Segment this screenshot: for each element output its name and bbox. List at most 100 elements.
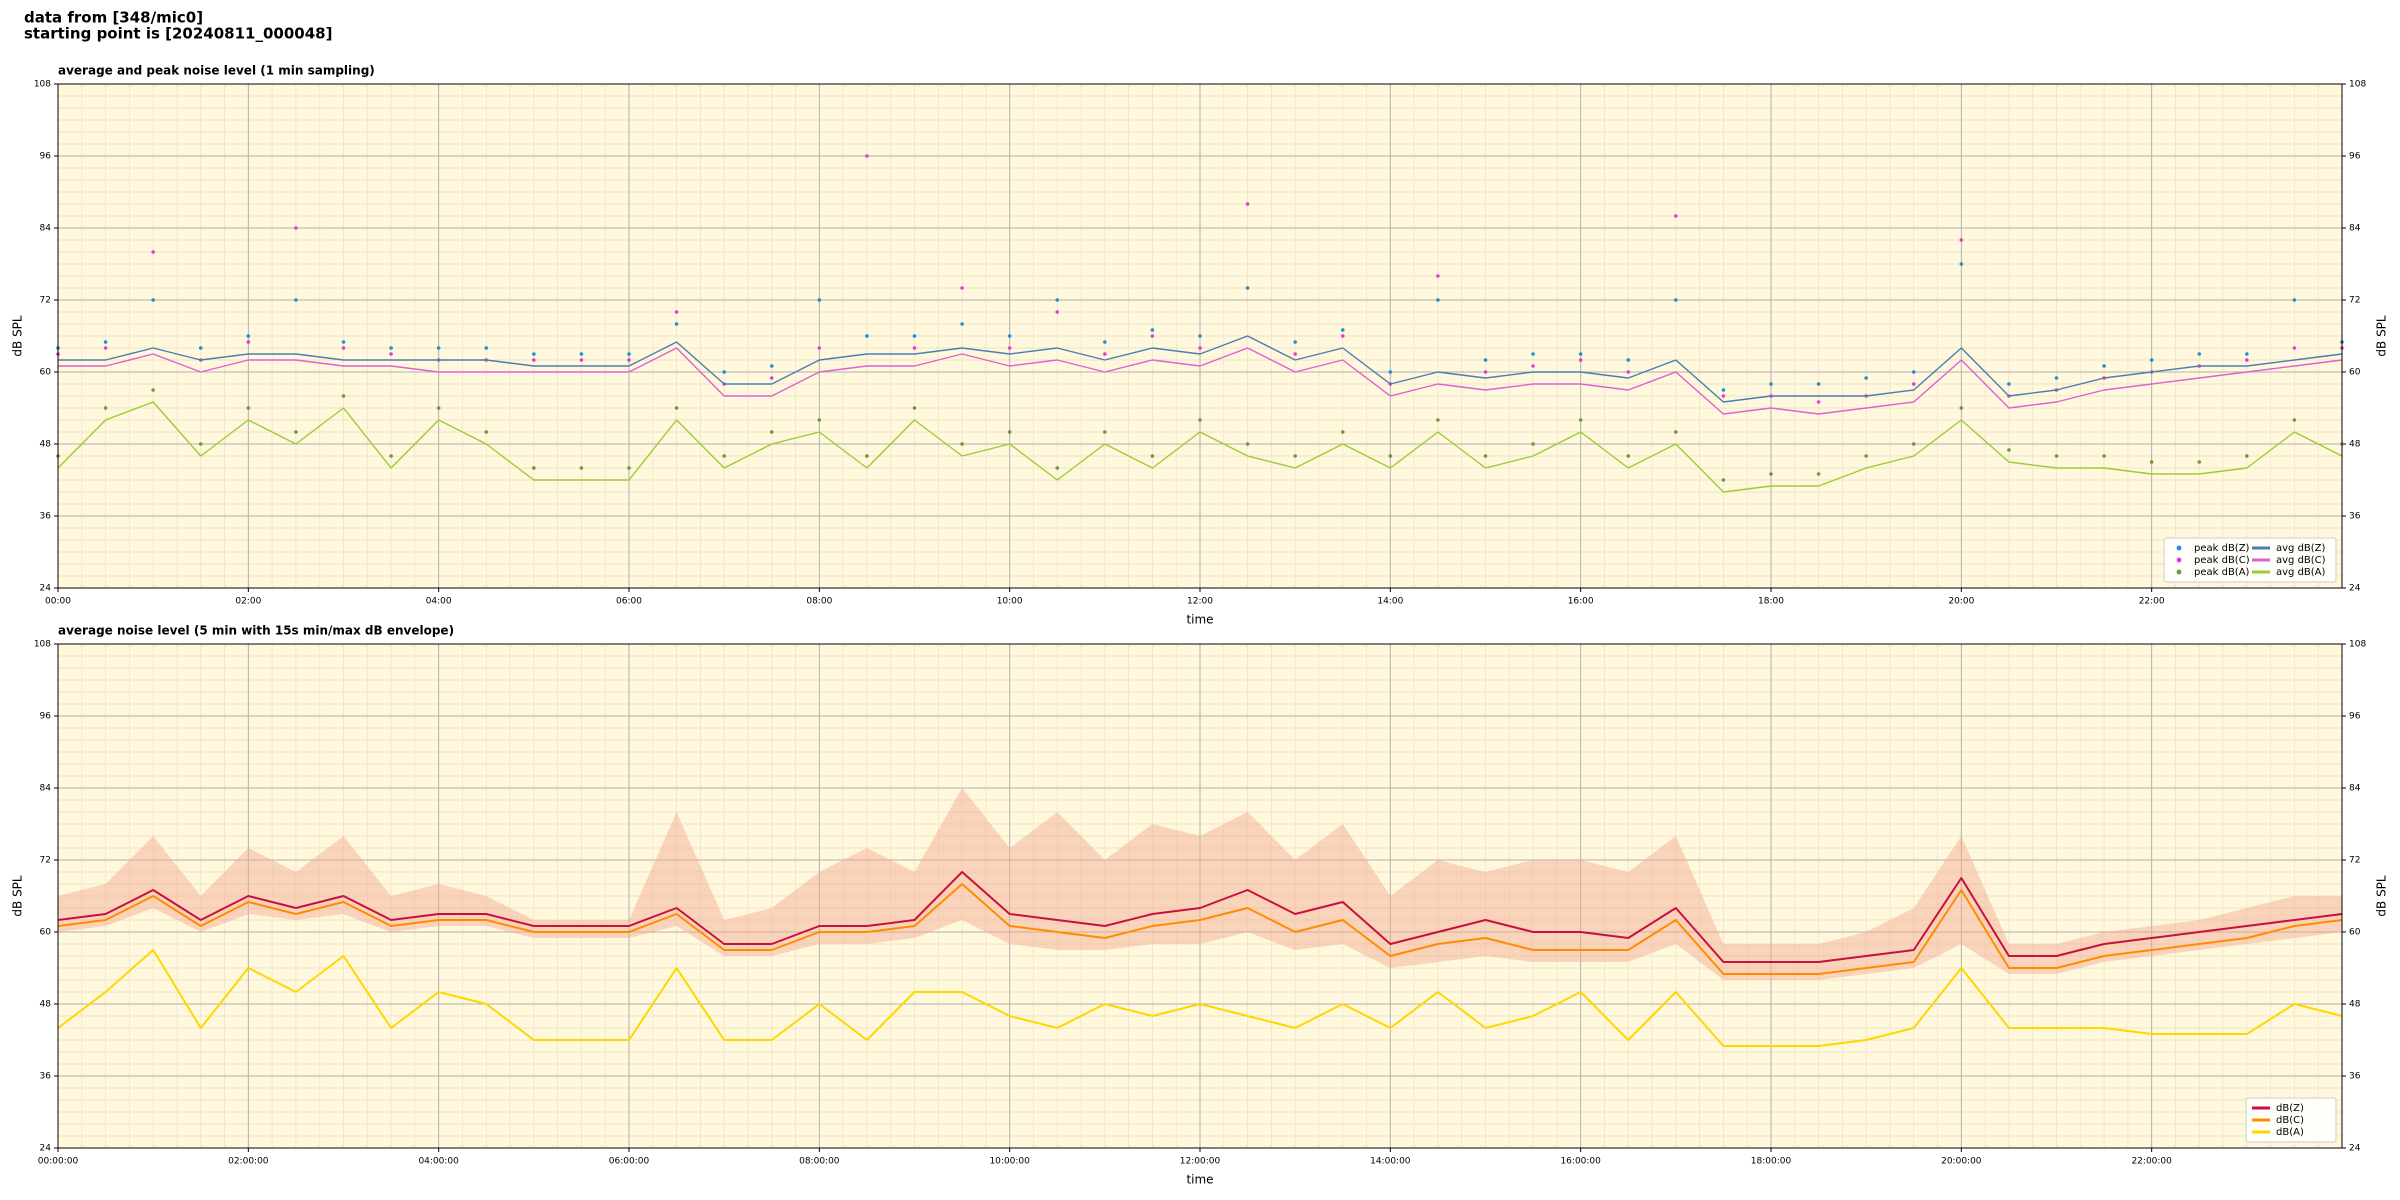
peak-point xyxy=(294,298,298,302)
peak-point xyxy=(2007,448,2011,452)
legend: dB(Z)dB(C)dB(A) xyxy=(2245,1097,2337,1143)
legend-label: dB(Z) xyxy=(2276,1103,2304,1114)
peak-point xyxy=(1769,472,1773,476)
peak-point xyxy=(2245,352,2249,356)
peak-point xyxy=(2054,376,2059,380)
peak-point xyxy=(1436,274,1440,278)
x-tick-label: 10:00:00 xyxy=(989,1157,1030,1167)
peak-point xyxy=(1959,262,1964,266)
peak-point xyxy=(1103,352,1107,356)
y-tick-label: 96 xyxy=(40,152,52,162)
y-tick-label: 48 xyxy=(40,1000,52,1010)
y-tick-label: 84 xyxy=(2349,224,2361,234)
legend-label: peak dB(A) xyxy=(2194,567,2250,578)
peak-point xyxy=(1388,370,1393,374)
x-tick-label: 22:00 xyxy=(2139,597,2165,607)
peak-point xyxy=(1007,430,1012,434)
y-tick-label: 24 xyxy=(40,1144,52,1154)
peak-point xyxy=(294,430,298,434)
y-tick-label: 60 xyxy=(2349,928,2361,938)
peak-point xyxy=(1626,358,1631,362)
peak-point xyxy=(674,310,679,314)
chart: 24 24 36 36 48 48 60 60 72 72 84 84 96 96 108 108 00:00:… xyxy=(11,624,2389,1187)
peak-point xyxy=(198,346,203,350)
peak-point xyxy=(1150,334,1155,338)
peak-point xyxy=(389,352,393,356)
peak-point xyxy=(2054,454,2059,458)
peak-point xyxy=(769,364,774,368)
legend-label: dB(C) xyxy=(2276,1115,2304,1126)
x-tick-label: 08:00 xyxy=(806,597,832,607)
x-tick-label: 14:00 xyxy=(1377,597,1403,607)
peak-point xyxy=(246,340,251,344)
peak-point xyxy=(1483,358,1488,362)
x-tick-label: 22:00:00 xyxy=(2131,1157,2172,1167)
peak-point xyxy=(1911,382,1916,386)
series-line xyxy=(57,401,2343,493)
y-tick-label: 96 xyxy=(2349,712,2361,722)
peak-point xyxy=(960,322,964,326)
peak-point xyxy=(389,454,393,458)
series-line xyxy=(57,871,2343,963)
peak-point xyxy=(1436,418,1440,422)
y-tick-label: 72 xyxy=(40,856,51,866)
peak-point xyxy=(1007,346,1012,350)
y-tick-label: 108 xyxy=(2349,640,2366,650)
peak-point xyxy=(674,322,679,326)
legend-label: peak dB(Z) xyxy=(2194,543,2250,554)
peak-point xyxy=(1674,214,1678,218)
peak-point xyxy=(1816,472,1821,476)
peak-point xyxy=(817,346,822,350)
peak-point xyxy=(1150,328,1155,332)
peak-point xyxy=(865,154,869,158)
peak-point xyxy=(1198,418,1202,422)
peak-point xyxy=(1293,454,1297,458)
peak-point xyxy=(1531,364,1535,368)
x-tick-label: 20:00 xyxy=(1948,597,1974,607)
peak-point xyxy=(1198,346,1202,350)
y-tick-label: 48 xyxy=(2349,1000,2361,1010)
legend-swatch xyxy=(2176,557,2182,563)
peak-point xyxy=(1816,400,1821,404)
x-tick-label: 16:00:00 xyxy=(1560,1157,1601,1167)
chart-title: average noise level (5 min with 15s min/… xyxy=(58,624,454,638)
peak-point xyxy=(1578,352,1583,356)
peak-point xyxy=(674,406,679,410)
peak-point xyxy=(532,352,536,356)
peak-point xyxy=(341,340,346,344)
x-tick-label: 06:00 xyxy=(616,597,642,607)
x-tick-label: 02:00 xyxy=(235,597,261,607)
peak-point xyxy=(1721,394,1726,398)
peak-point xyxy=(1007,334,1012,338)
peak-point xyxy=(151,298,155,302)
peak-point xyxy=(1055,466,1060,470)
peak-point xyxy=(1340,328,1345,332)
peak-point xyxy=(722,454,726,458)
peak-point xyxy=(1483,370,1488,374)
plot-frame xyxy=(57,643,2343,1149)
peak-point xyxy=(722,370,726,374)
peak-point xyxy=(103,340,108,344)
x-tick-label: 00:00 xyxy=(45,597,71,607)
header-line: data from [348/mic0] xyxy=(24,9,203,27)
peak-point xyxy=(2292,418,2297,422)
peak-point xyxy=(1864,376,1868,380)
peak-point xyxy=(1150,454,1155,458)
y-tick-label: 96 xyxy=(2349,152,2361,162)
peak-point xyxy=(1626,370,1631,374)
peak-point xyxy=(1721,478,1726,482)
peak-point xyxy=(246,334,251,338)
peak-point xyxy=(389,346,393,350)
peak-point xyxy=(817,298,822,302)
peak-point xyxy=(484,430,489,434)
peak-point xyxy=(1245,286,1250,290)
peak-point xyxy=(1340,430,1345,434)
peak-point xyxy=(1578,358,1583,362)
peak-point xyxy=(1531,442,1535,446)
peak-point xyxy=(960,286,964,290)
peak-point xyxy=(341,394,346,398)
peak-point xyxy=(2292,346,2297,350)
peak-point xyxy=(769,430,774,434)
x-tick-label: 10:00 xyxy=(997,597,1023,607)
